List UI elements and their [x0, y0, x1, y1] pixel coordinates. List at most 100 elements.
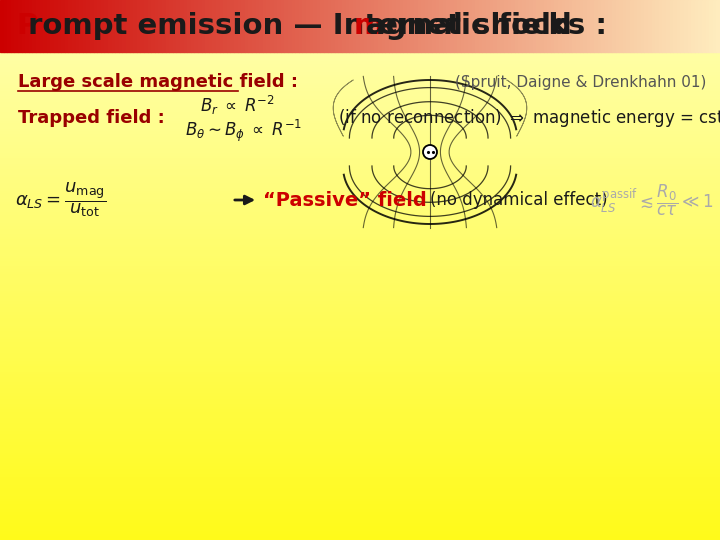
Bar	[0, 478, 720, 481]
Bar	[0, 246, 720, 248]
Bar	[0, 535, 720, 537]
Bar	[392, 0, 396, 52]
Bar	[0, 59, 720, 62]
Bar	[324, 0, 328, 52]
Bar	[0, 286, 720, 289]
Bar	[410, 0, 414, 52]
Bar	[356, 0, 360, 52]
Bar	[508, 0, 511, 52]
Bar	[108, 0, 112, 52]
Bar	[536, 0, 540, 52]
Bar	[637, 0, 641, 52]
Bar	[677, 0, 680, 52]
Bar	[0, 408, 720, 410]
Bar	[572, 0, 576, 52]
Bar	[0, 448, 720, 451]
Bar	[0, 383, 720, 386]
Bar	[198, 0, 202, 52]
Bar	[130, 0, 133, 52]
Bar	[158, 0, 162, 52]
Bar	[0, 97, 720, 100]
Bar	[0, 400, 720, 402]
Bar	[0, 32, 720, 35]
Bar	[0, 0, 720, 3]
Bar	[0, 51, 720, 54]
Bar	[0, 176, 720, 178]
Bar	[0, 200, 720, 202]
Bar	[407, 0, 410, 52]
Bar	[382, 0, 385, 52]
Bar	[0, 130, 720, 132]
Bar	[0, 335, 720, 338]
Bar	[497, 0, 500, 52]
Bar	[0, 294, 720, 297]
Bar	[36, 0, 40, 52]
Bar	[436, 0, 439, 52]
Bar	[0, 343, 720, 346]
Bar	[0, 429, 720, 432]
Bar	[0, 219, 720, 221]
Bar	[0, 73, 720, 76]
Bar	[0, 78, 720, 81]
Bar	[0, 489, 720, 491]
Bar	[115, 0, 119, 52]
Bar	[644, 0, 648, 52]
Bar	[0, 173, 720, 176]
Bar	[0, 418, 720, 421]
Bar	[0, 513, 720, 516]
Bar	[511, 0, 515, 52]
Bar	[400, 0, 403, 52]
Bar	[0, 81, 720, 84]
Bar	[0, 497, 720, 500]
Bar	[0, 113, 720, 116]
Bar	[0, 462, 720, 464]
Bar	[547, 0, 551, 52]
Bar	[0, 68, 720, 70]
Bar	[0, 413, 720, 416]
Bar	[94, 0, 97, 52]
Bar	[0, 265, 720, 267]
Text: (no dynamical effect): (no dynamical effect)	[430, 191, 608, 209]
Bar	[0, 3, 720, 5]
Bar	[594, 0, 598, 52]
Bar	[396, 0, 400, 52]
Text: $B_\theta \sim B_\phi \;\propto\; R^{-1}$: $B_\theta \sim B_\phi \;\propto\; R^{-1}…	[185, 118, 302, 144]
Bar	[0, 302, 720, 305]
Bar	[587, 0, 590, 52]
Bar	[0, 111, 720, 113]
Bar	[284, 0, 288, 52]
Bar	[659, 0, 662, 52]
Bar	[706, 0, 709, 52]
Bar	[0, 373, 720, 375]
Bar	[0, 472, 720, 475]
Bar	[0, 248, 720, 251]
Bar	[0, 170, 720, 173]
Bar	[0, 416, 720, 418]
Bar	[569, 0, 572, 52]
Bar	[0, 381, 720, 383]
Bar	[0, 76, 720, 78]
Bar	[695, 0, 698, 52]
Bar	[0, 443, 720, 445]
Bar	[0, 467, 720, 470]
Bar	[0, 205, 720, 208]
Bar	[65, 0, 68, 52]
Bar	[90, 0, 94, 52]
Bar	[662, 0, 666, 52]
Bar	[0, 267, 720, 270]
Bar	[544, 0, 547, 52]
Bar	[0, 327, 720, 329]
Bar	[439, 0, 443, 52]
Bar	[414, 0, 418, 52]
Bar	[241, 0, 245, 52]
Bar	[691, 0, 695, 52]
Bar	[554, 0, 558, 52]
Bar	[0, 100, 720, 103]
Bar	[0, 508, 720, 510]
Bar	[0, 402, 720, 405]
Bar	[716, 0, 720, 52]
Bar	[0, 49, 720, 51]
Bar	[0, 437, 720, 440]
Bar	[166, 0, 169, 52]
Bar	[522, 0, 526, 52]
